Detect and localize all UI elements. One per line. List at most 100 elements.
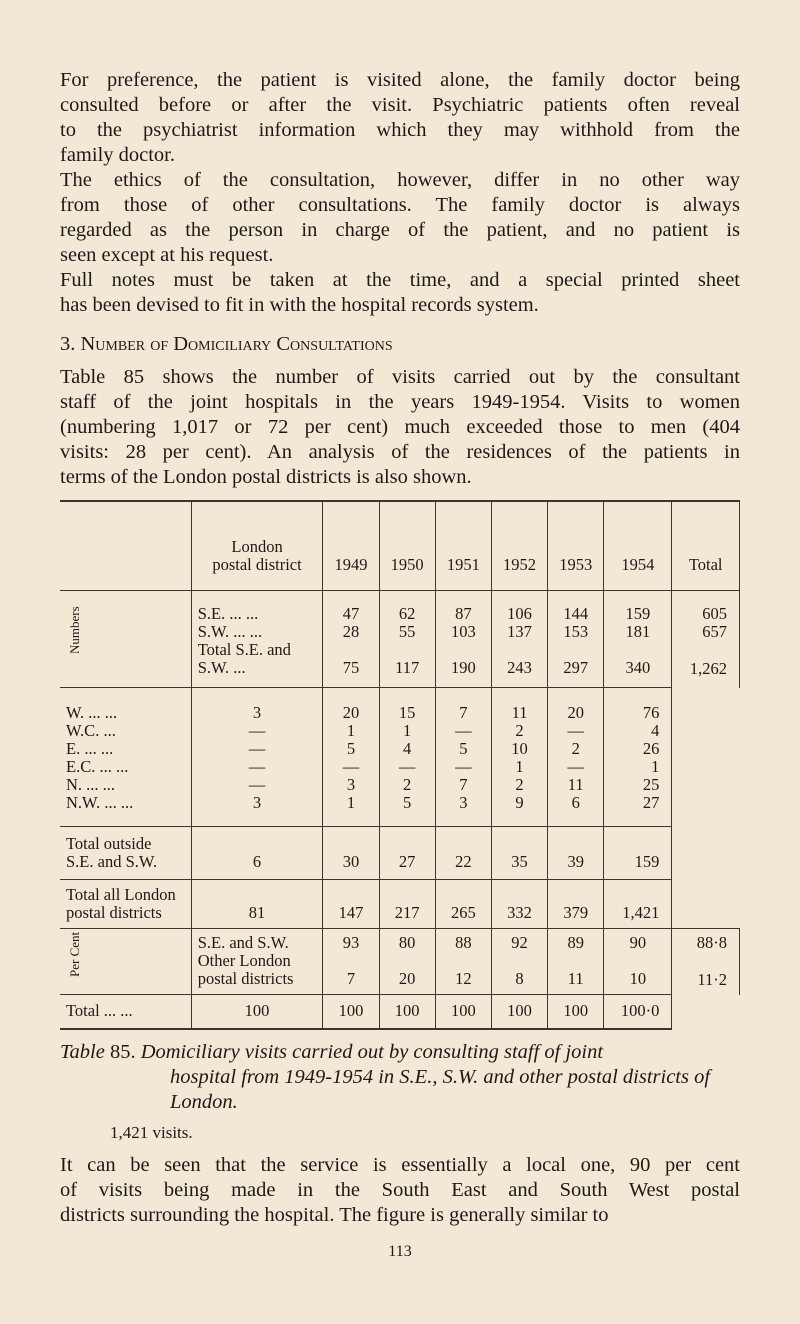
cell-value: 100: [491, 994, 549, 1030]
cell-value: 159: [603, 590, 673, 623]
cell-value: 2: [491, 722, 549, 740]
row-label: S.E. and S.W.: [191, 928, 324, 952]
cell-value: 5: [435, 740, 492, 758]
caption-prefix: Table: [60, 1041, 105, 1063]
cell-value: 1: [322, 794, 380, 827]
cell-value: 340: [603, 641, 673, 688]
cell-value: —: [435, 722, 492, 740]
row-label: Total outside S.E. and S.W.: [60, 826, 192, 880]
cell-value: —: [191, 740, 324, 758]
cell-value: 332: [491, 879, 549, 929]
table-row: Numbers S.E. ... ... 47 62 87 106 144 159 605: [60, 590, 740, 688]
cell-value: 103: [435, 623, 492, 641]
paragraph-ethics: The ethics of the consultation, however,…: [60, 168, 740, 268]
caption-rest: hospital from 1949-1954 in S.E., S.W. an…: [170, 1066, 711, 1113]
cell-value: 87: [435, 590, 492, 623]
cell-value: 7: [435, 776, 492, 794]
cell-value: 1: [322, 722, 380, 740]
cell-value: 5: [322, 740, 380, 758]
text-line: districts surrounding the hospital. The …: [60, 1204, 609, 1226]
caption-line1: Domiciliary visits carried out by consul…: [135, 1041, 604, 1063]
text-line: Table 85 shows the number of visits carr…: [60, 366, 740, 388]
table-header-row: London postal district 1949 1950 1951 1952 19…: [60, 500, 740, 591]
cell-value: —: [547, 758, 605, 776]
cell-value: 6: [191, 826, 324, 880]
page: For preference, the patient is visited a…: [60, 69, 740, 1260]
cell-value: 3: [191, 687, 324, 722]
cell-value: 4: [379, 740, 436, 758]
table-row: N. ... ... —3 2 7 2 11 25: [60, 776, 740, 794]
cell-value: 80: [379, 928, 436, 952]
cell-value: 181: [603, 623, 673, 641]
cell-value: 3: [435, 794, 492, 827]
row-label: E.C. ... ...: [60, 758, 192, 776]
cell-value: 605: [671, 590, 740, 623]
cell-value: —: [191, 722, 324, 740]
paragraph-conclusion: It can be seen that the service is essen…: [60, 1153, 740, 1228]
header-1953: 1953: [547, 500, 605, 591]
cell-value: 100·0: [603, 994, 673, 1030]
header-1952: 1952: [491, 500, 549, 591]
cell-value: 88: [435, 928, 492, 952]
domiciliary-visits-table: London postal district 1949 1950 1951 1952 19…: [60, 500, 740, 1030]
cell-value: 137: [491, 623, 549, 641]
row-group: Total outside S.E. and S.W. 6 30 27 22 35 39 15…: [60, 826, 740, 880]
cell-value: 297: [547, 641, 605, 688]
cell-value: 12: [435, 952, 492, 995]
row-label: W.C. ...: [60, 722, 192, 740]
cell-value: —: [191, 758, 324, 776]
text-line: Full notes must be taken at the time, an…: [60, 269, 740, 291]
table-row: Per Cent S.E. and S.W. 93 80 88 92 89 90 88·8: [60, 928, 740, 995]
table-row: Total S.E. and S.W. ... 75 117 190 243 297 340…: [60, 641, 740, 688]
cell-value: 11: [491, 687, 549, 722]
text-line: from those of other consultations. The f…: [60, 194, 740, 216]
cell-value: 4: [603, 722, 673, 740]
cell-value: 2: [379, 776, 436, 794]
row-label: W. ... ...: [60, 687, 192, 722]
text-line: regarded as the person in charge of the …: [60, 219, 740, 241]
header-1949: 1949: [322, 500, 380, 591]
row-label: Total S.E. and S.W. ...: [191, 641, 324, 688]
cell-value: 100: [191, 994, 324, 1030]
cell-value: 76: [603, 687, 673, 722]
text-line: It can be seen that the service is essen…: [60, 1154, 740, 1176]
cell-value: 39: [547, 826, 605, 880]
table-row: E.C. ... ... — — — —1—1: [60, 758, 740, 776]
cell-value: 11: [547, 776, 605, 794]
table-caption: Table 85. Domiciliary visits carried out…: [60, 1040, 740, 1115]
cell-value: 1: [491, 758, 549, 776]
cell-value: 8: [491, 952, 549, 995]
cell-value: 379: [547, 879, 605, 929]
cell-value: 147: [322, 879, 380, 929]
cell-value: 144: [547, 590, 605, 623]
cell-value: 25: [603, 776, 673, 794]
cell-value: 20: [547, 687, 605, 722]
cell-value: 22: [435, 826, 492, 880]
cell-value: 47: [322, 590, 380, 623]
cell-value: 3: [191, 794, 324, 827]
cell-value: 2: [547, 740, 605, 758]
section-label-text: Numbers: [67, 606, 82, 654]
cell-value: 93: [322, 928, 380, 952]
section-heading: 3. Number of Domiciliary Consultations: [60, 333, 393, 355]
text-line: consulted before or after the visit. Psy…: [60, 94, 740, 116]
cell-value: 30: [322, 826, 380, 880]
cell-value: 27: [379, 826, 436, 880]
text-line: has been devised to fit in with the hosp…: [60, 294, 539, 316]
stub-header: [60, 500, 192, 591]
cell-value: 100: [379, 994, 436, 1030]
section-label: Per Cent: [60, 928, 192, 995]
cell-value: 1: [379, 722, 436, 740]
text-line: The ethics of the consultation, however,…: [60, 169, 740, 191]
cell-value: 1: [603, 758, 673, 776]
cell-value: —: [191, 776, 324, 794]
row-group: Numbers S.E. ... ... 47 62 87 106 144 159 605 S.W…: [60, 590, 740, 688]
cell-value: —: [547, 722, 605, 740]
cell-value: 89: [547, 928, 605, 952]
caption-number: 85.: [104, 1041, 136, 1063]
section-label: Numbers: [60, 590, 192, 688]
row-group: W. ... ... 3 20 15 7 11 20 76 W.C. ... —1 1—2—4 E. …: [60, 687, 740, 827]
cell-value: 3: [322, 776, 380, 794]
cell-value: 10: [491, 740, 549, 758]
row-label: E. ... ...: [60, 740, 192, 758]
